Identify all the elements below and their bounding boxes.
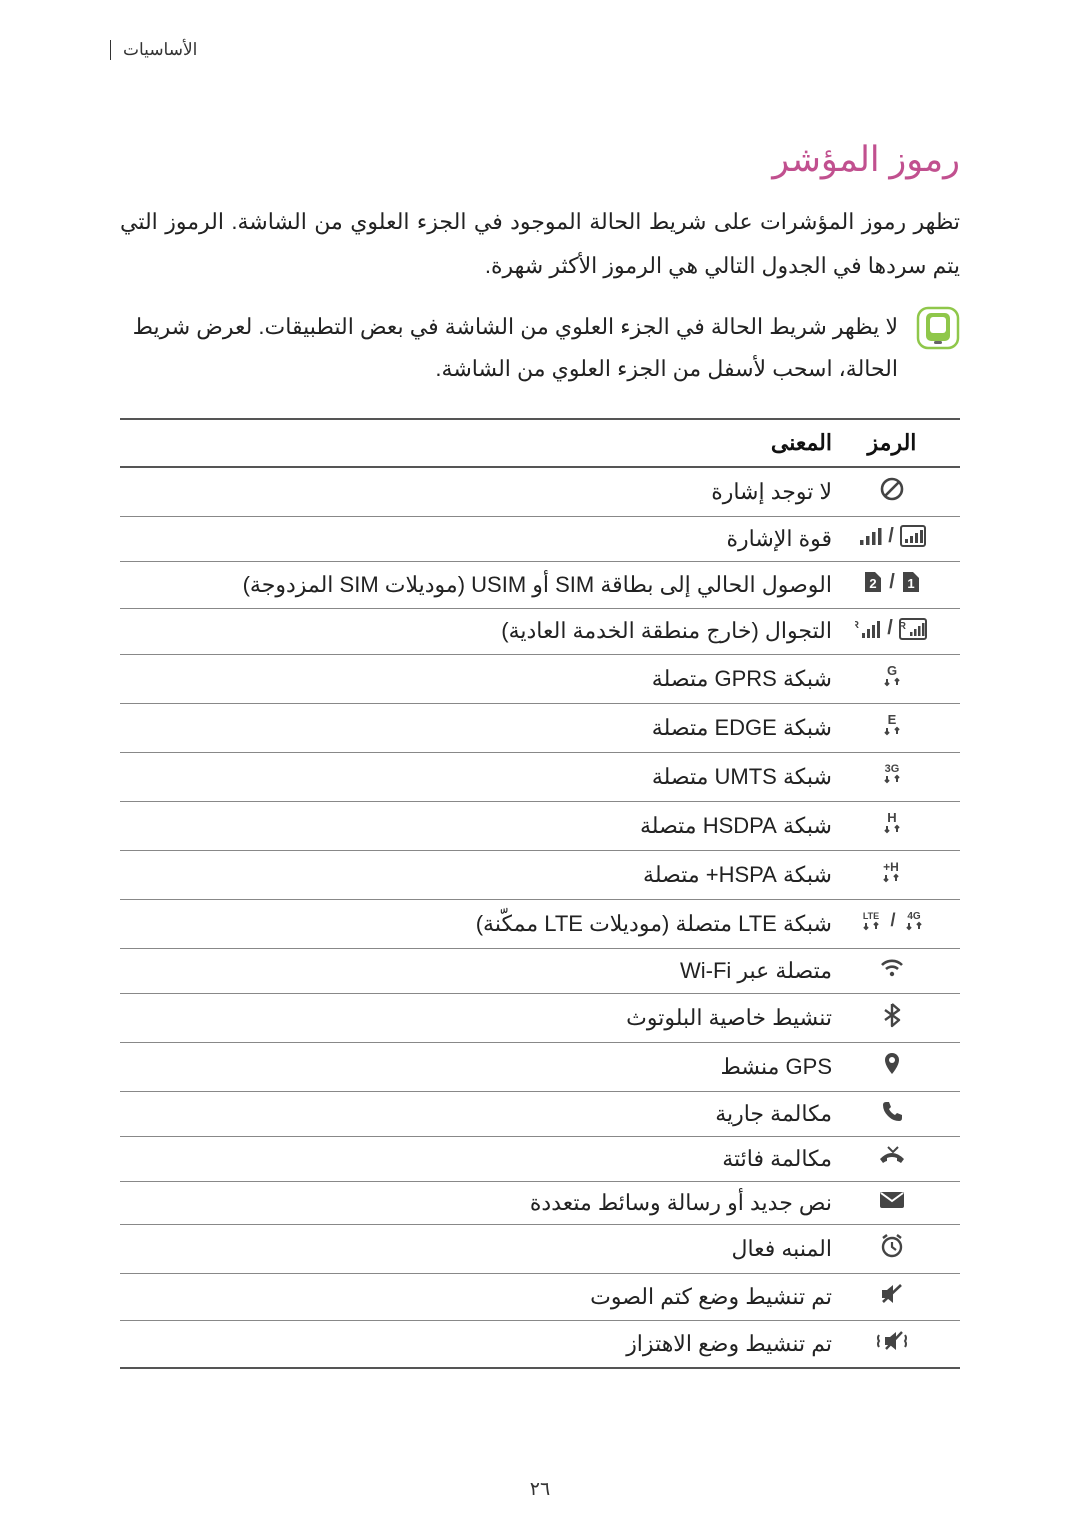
table-cell-meaning: المنبه فعال <box>120 1224 840 1273</box>
svg-text:LTE: LTE <box>863 911 879 921</box>
table-cell-meaning: مكالمة جارية <box>120 1091 840 1136</box>
bluetooth-icon <box>883 1002 901 1028</box>
wifi-icon <box>879 957 905 979</box>
table-cell-meaning: GPS منشط <box>120 1042 840 1091</box>
table-row: R / R التجوال (خارج منطقة الخدمة العادية… <box>120 609 960 655</box>
table-cell-meaning: تم تنشيط وضع كتم الصوت <box>120 1273 840 1320</box>
indicator-icons-table: الرمز المعنى لا توجد إشارة / قوة الإشارة <box>120 418 960 1369</box>
table-row: GPS منشط <box>120 1042 960 1091</box>
page-number: ٢٦ <box>0 1478 1080 1501</box>
table-cell-meaning: شبكة HSDPA متصلة <box>120 801 840 850</box>
table-row: نص جديد أو رسالة وسائط متعددة <box>120 1181 960 1224</box>
table-row: / قوة الإشارة <box>120 516 960 562</box>
table-row: 4G / LTE شبكة LTE متصلة (موديلات LTE ممك… <box>120 899 960 948</box>
edge-icon: E <box>882 712 902 738</box>
table-row: G شبكة GPRS متصلة <box>120 654 960 703</box>
table-row: لا توجد إشارة <box>120 467 960 517</box>
signal-strength-icon: / <box>858 525 926 548</box>
svg-text:H: H <box>887 810 896 825</box>
table-row: E شبكة EDGE متصلة <box>120 703 960 752</box>
sim-card-icon: 1 / 2 <box>863 570 921 594</box>
table-row: تنشيط خاصية البلوتوث <box>120 993 960 1042</box>
table-cell-meaning: مكالمة فائتة <box>120 1136 840 1181</box>
table-cell-meaning: تم تنشيط وضع الاهتزاز <box>120 1320 840 1368</box>
table-cell-meaning: شبكة EDGE متصلة <box>120 703 840 752</box>
no-signal-icon <box>879 476 905 502</box>
gprs-icon: G <box>882 663 902 689</box>
note-icon <box>916 306 960 350</box>
roaming-icon: R / R <box>855 617 929 640</box>
gps-icon <box>882 1051 902 1077</box>
svg-text:R: R <box>855 620 860 631</box>
table-cell-meaning: شبكة UMTS متصلة <box>120 752 840 801</box>
table-row: 3G شبكة UMTS متصلة <box>120 752 960 801</box>
table-row: تم تنشيط وضع كتم الصوت <box>120 1273 960 1320</box>
table-cell-meaning: نص جديد أو رسالة وسائط متعددة <box>120 1181 840 1224</box>
call-icon <box>881 1100 903 1122</box>
table-row: مكالمة جارية <box>120 1091 960 1136</box>
table-cell-meaning: الوصول الحالي إلى بطاقة SIM أو USIM (مود… <box>120 562 840 609</box>
table-row: H+ شبكة HSPA+ متصلة <box>120 850 960 899</box>
svg-text:H+: H+ <box>883 860 899 874</box>
table-cell-meaning: شبكة HSPA+ متصلة <box>120 850 840 899</box>
table-row: تم تنشيط وضع الاهتزاز <box>120 1320 960 1368</box>
svg-text:E: E <box>888 712 897 727</box>
note-text: لا يظهر شريط الحالة في الجزء العلوي من ا… <box>120 306 898 390</box>
message-icon <box>878 1190 906 1210</box>
table-row: H شبكة HSDPA متصلة <box>120 801 960 850</box>
table-cell-meaning: لا توجد إشارة <box>120 467 840 517</box>
missed-call-icon <box>878 1145 906 1167</box>
table-cell-meaning: التجوال (خارج منطقة الخدمة العادية) <box>120 609 840 655</box>
umts-icon: 3G <box>881 761 903 787</box>
hspa-plus-icon: H+ <box>880 859 904 885</box>
table-row: المنبه فعال <box>120 1224 960 1273</box>
table-row: مكالمة فائتة <box>120 1136 960 1181</box>
table-cell-meaning: متصلة عبر Wi-Fi <box>120 948 840 993</box>
svg-text:G: G <box>887 663 897 678</box>
table-cell-meaning: قوة الإشارة <box>120 516 840 562</box>
note-container: لا يظهر شريط الحالة في الجزء العلوي من ا… <box>120 306 960 390</box>
table-cell-meaning: شبكة GPRS متصلة <box>120 654 840 703</box>
svg-text:1: 1 <box>907 576 914 591</box>
svg-text:2: 2 <box>870 576 877 591</box>
hsdpa-icon: H <box>882 810 902 836</box>
lte-icon: 4G / LTE <box>858 908 925 934</box>
page-title: رموز المؤشر <box>120 140 960 180</box>
mute-icon <box>879 1282 905 1306</box>
table-cell-meaning: شبكة LTE متصلة (موديلات LTE ممكّنة) <box>120 899 840 948</box>
svg-text:R: R <box>899 621 907 632</box>
table-header-icon: الرمز <box>840 419 960 467</box>
section-header: الأساسيات <box>110 40 197 60</box>
vibrate-icon <box>875 1329 909 1353</box>
table-header-meaning: المعنى <box>120 419 840 467</box>
svg-text:4G: 4G <box>907 911 921 922</box>
table-row: 1 / 2 الوصول الحالي إلى بطاقة SIM أو USI… <box>120 562 960 609</box>
table-cell-meaning: تنشيط خاصية البلوتوث <box>120 993 840 1042</box>
alarm-icon <box>879 1233 905 1259</box>
intro-paragraph: تظهر رموز المؤشرات على شريط الحالة الموج… <box>120 200 960 288</box>
table-row: متصلة عبر Wi-Fi <box>120 948 960 993</box>
svg-text:3G: 3G <box>885 763 900 775</box>
